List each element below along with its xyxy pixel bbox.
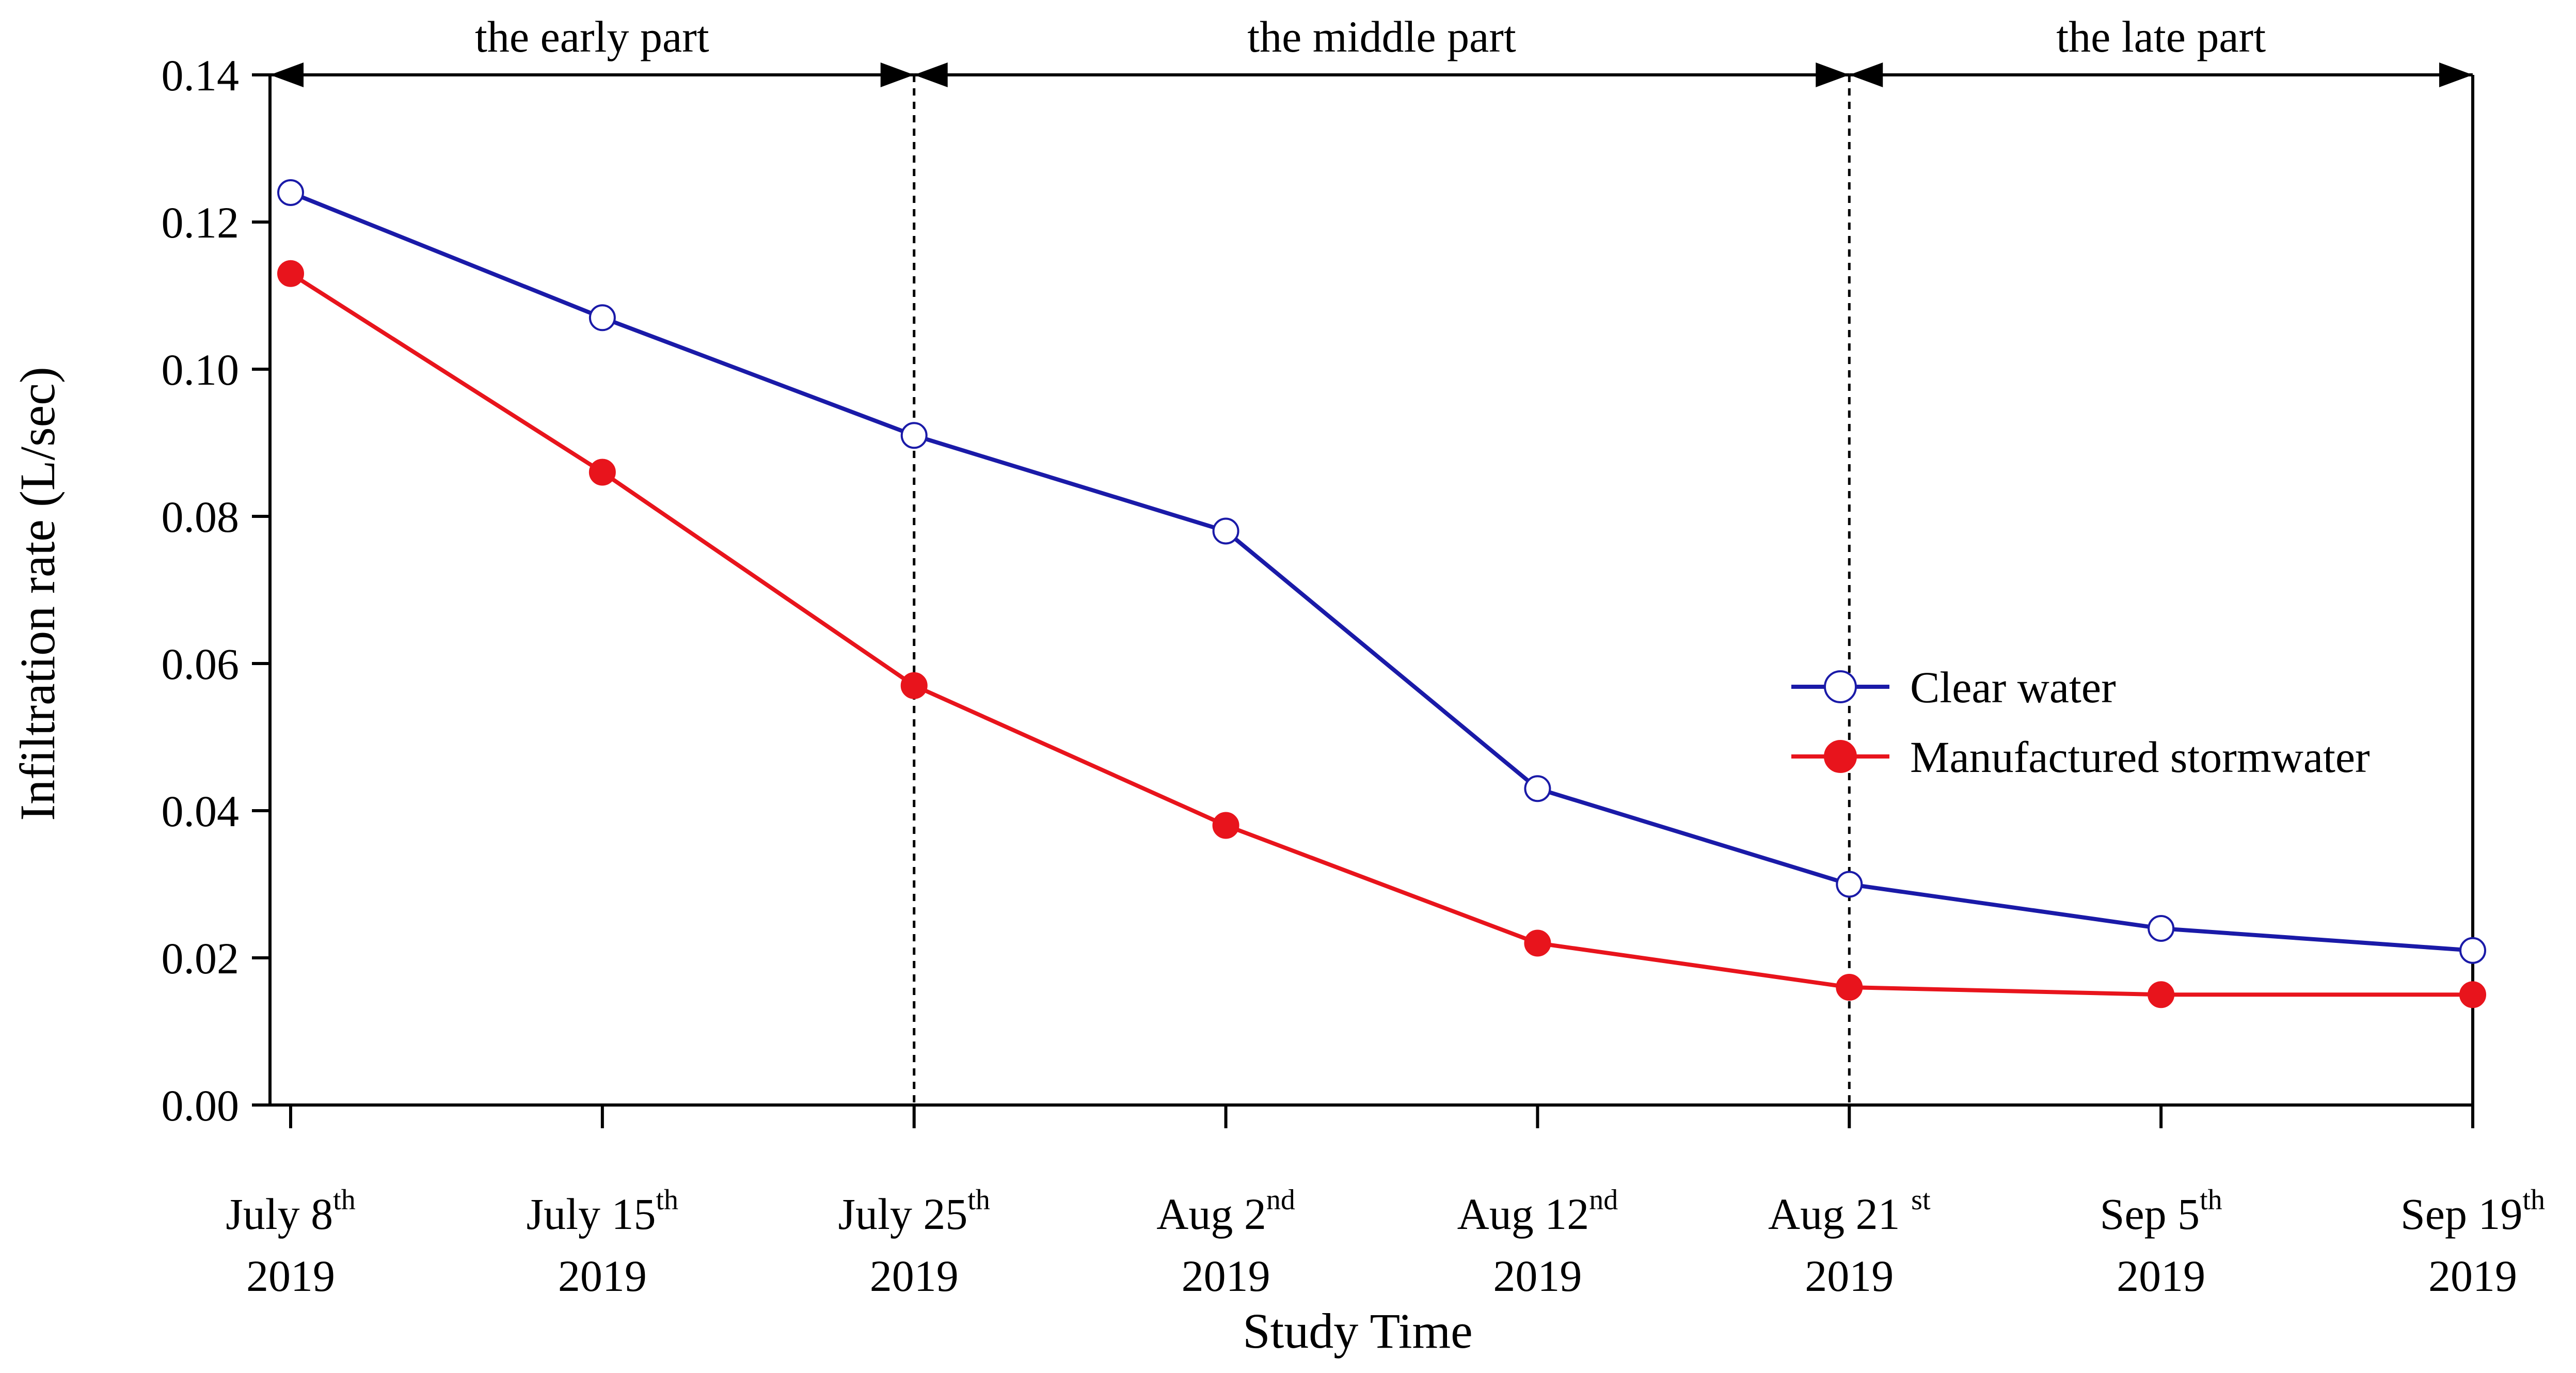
data-point [1524, 929, 1551, 957]
x-tick-year: 2019 [246, 1251, 335, 1301]
data-point [2459, 981, 2486, 1008]
x-tick-year: 2019 [2117, 1251, 2205, 1301]
y-axis-title: Infiltration rate (L/sec) [10, 367, 65, 821]
phase-label: the early part [475, 12, 709, 61]
x-tick-label: July 8th [226, 1184, 355, 1239]
x-tick-label: Sep 5th [2100, 1184, 2222, 1239]
phase-label: the middle part [1247, 12, 1516, 61]
x-tick-year: 2019 [558, 1251, 647, 1301]
data-point [277, 260, 304, 287]
y-tick-label: 0.12 [162, 198, 240, 247]
data-point [2148, 981, 2175, 1008]
x-tick-label: July 15th [527, 1184, 678, 1239]
arrow-head [880, 62, 914, 87]
arrow-head [1849, 62, 1883, 87]
series-line [290, 191, 2473, 953]
arrow-head [270, 62, 304, 87]
data-point [2148, 915, 2175, 942]
arrow-head [2439, 62, 2473, 87]
x-tick-year: 2019 [870, 1251, 959, 1301]
x-tick-year: 2019 [1805, 1251, 1894, 1301]
data-point [1212, 812, 1239, 839]
legend-swatch-marker [1824, 670, 1857, 703]
x-tick-year: 2019 [1182, 1251, 1270, 1301]
data-point [277, 179, 304, 206]
data-point [1524, 775, 1551, 802]
y-tick-label: 0.08 [162, 492, 240, 542]
data-point [2459, 937, 2486, 964]
data-point [589, 304, 616, 332]
y-tick-label: 0.10 [162, 345, 240, 394]
data-point [1836, 974, 1863, 1001]
arrow-head [914, 62, 948, 87]
arrow-head [1816, 62, 1850, 87]
x-tick-label: Aug 2nd [1156, 1184, 1295, 1239]
legend-label: Clear water [1910, 662, 2116, 712]
data-point [1212, 517, 1239, 545]
y-tick-label: 0.14 [162, 51, 240, 100]
series-line [289, 272, 2473, 997]
data-point [900, 672, 928, 699]
y-tick-label: 0.06 [162, 639, 240, 689]
x-tick-year: 2019 [2428, 1251, 2517, 1301]
y-tick-label: 0.04 [162, 786, 240, 836]
x-axis-title: Study Time [1243, 1303, 1473, 1359]
data-point [589, 459, 616, 486]
legend-swatch-marker [1824, 740, 1857, 773]
y-tick-label: 0.02 [162, 934, 240, 983]
x-tick-label: Aug 21 st [1768, 1184, 1931, 1239]
x-tick-label: July 25th [838, 1184, 990, 1239]
phase-label: the late part [2056, 12, 2266, 61]
legend-label: Manufactured stormwater [1910, 732, 2370, 782]
x-tick-year: 2019 [1493, 1251, 1582, 1301]
data-point [1836, 871, 1863, 898]
y-tick-label: 0.00 [162, 1081, 240, 1130]
x-tick-label: Aug 12nd [1457, 1184, 1618, 1239]
x-tick-label: Sep 19th [2400, 1184, 2545, 1239]
data-point [900, 422, 928, 449]
